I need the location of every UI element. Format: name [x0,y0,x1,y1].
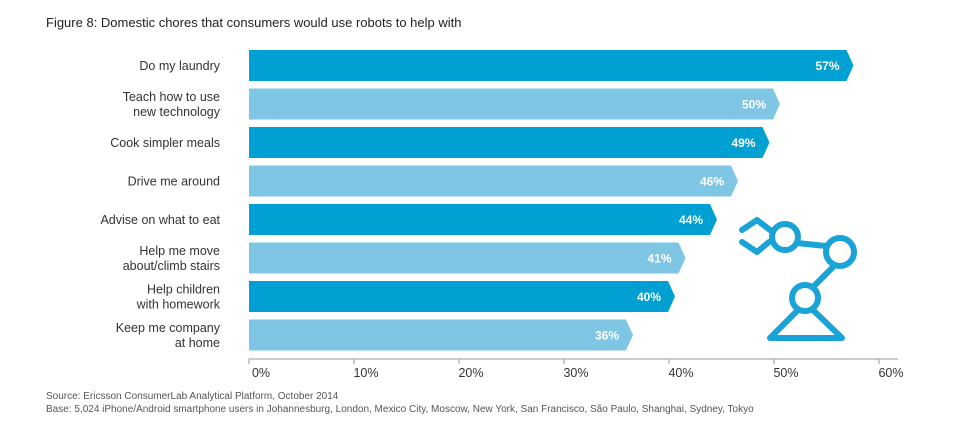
category-label: with homework [136,298,221,312]
robot-base [767,307,845,341]
category-label: at home [175,336,220,350]
category-label: about/climb stairs [123,259,220,273]
bar [249,204,717,235]
category-label: Help children [147,283,220,297]
bar [249,242,686,274]
bar [249,127,770,158]
bar [249,88,780,120]
x-tick-label: 40% [668,366,693,380]
bar-value-label: 41% [647,252,671,266]
category-label: Help me move [139,244,220,258]
gripper-lower-jaw [739,239,772,255]
source-note: Source: Ericsson ConsumerLab Analytical … [46,391,339,402]
bar [249,50,854,81]
x-tick-label: 50% [773,366,798,380]
base-note: Base: 5,024 iPhone/Android smartphone us… [46,404,754,415]
category-label: Teach how to use [123,90,220,104]
wrist-joint [769,221,801,253]
category-label: Do my laundry [139,59,220,73]
x-tick-label: 30% [563,366,588,380]
bar-value-label: 44% [679,213,703,227]
chart-title: Figure 8: Domestic chores that consumers… [46,15,462,30]
category-label: Cook simpler meals [110,136,220,150]
category-label: Drive me around [128,175,220,189]
category-label: Keep me company [116,321,221,335]
forearm-segment [812,262,838,288]
category-label: new technology [133,105,221,119]
x-tick-label: 60% [878,366,903,380]
bar-value-label: 36% [595,329,619,343]
x-tick-label: 0% [252,366,270,380]
bar [249,319,633,351]
x-tick-label: 20% [458,366,483,380]
elbow-joint [823,235,857,269]
bar-value-label: 57% [815,59,839,73]
bar-value-label: 46% [700,175,724,189]
robot-arm-icon [739,217,857,341]
bar-value-label: 40% [637,290,661,304]
bar-value-label: 49% [731,136,755,150]
gripper-upper-jaw [739,217,773,233]
bar [249,281,675,312]
bar-value-label: 50% [742,98,766,112]
category-label: Advise on what to eat [100,213,220,227]
upper-arm-segment [794,240,829,249]
bar [249,165,738,197]
shoulder-joint [789,282,821,314]
x-tick-label: 10% [353,366,378,380]
